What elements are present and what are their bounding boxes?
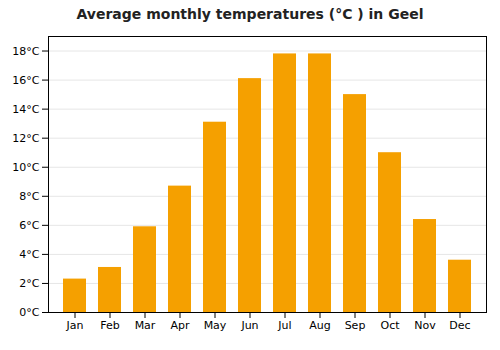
- svg-text:6°C: 6°C: [19, 219, 39, 232]
- svg-text:10°C: 10°C: [12, 161, 39, 174]
- svg-text:14°C: 14°C: [12, 103, 39, 116]
- svg-text:Jun: Jun: [240, 319, 258, 332]
- html-text:Average monthly temperatures (: Average monthly temperatures (°C ) in Ge…: [76, 6, 424, 22]
- svg-text:Oct: Oct: [380, 319, 400, 332]
- svg-text:Jul: Jul: [277, 319, 291, 332]
- svg-text:2°C: 2°C: [19, 277, 39, 290]
- svg-text:Aug: Aug: [309, 319, 330, 332]
- svg-text:Nov: Nov: [414, 319, 436, 332]
- svg-text:Sep: Sep: [345, 319, 366, 332]
- svg-text:Dec: Dec: [449, 319, 470, 332]
- svg-text:Feb: Feb: [100, 319, 119, 332]
- svg-text:0°C: 0°C: [19, 306, 39, 319]
- svg-text:Apr: Apr: [170, 319, 190, 332]
- svg-text:12°C: 12°C: [12, 132, 39, 145]
- svg-text:8°C: 8°C: [19, 190, 39, 203]
- svg-text:16°C: 16°C: [12, 74, 39, 87]
- svg-text:Mar: Mar: [135, 319, 156, 332]
- svg-text:18°C: 18°C: [12, 45, 39, 58]
- svg-text:4°C: 4°C: [19, 248, 39, 261]
- svg-text:May: May: [204, 319, 227, 332]
- svg-text:Jan: Jan: [66, 319, 84, 332]
